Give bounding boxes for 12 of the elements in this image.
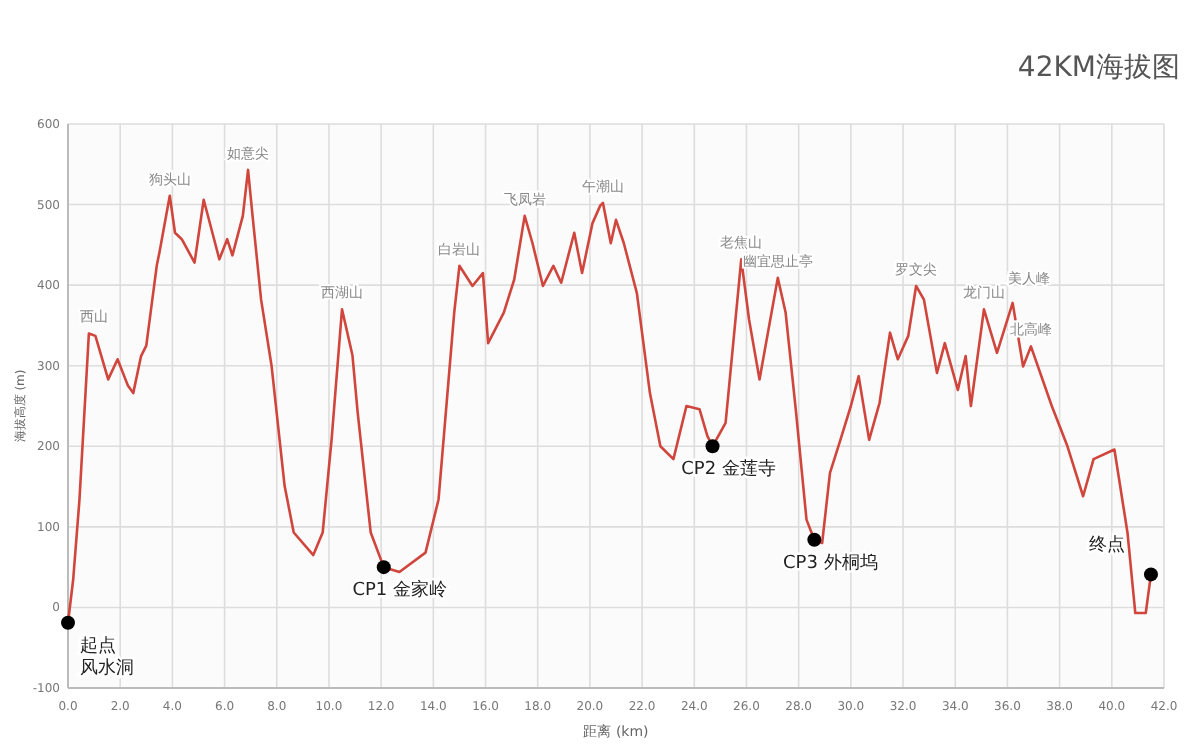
- annotation: 起点: [80, 634, 116, 657]
- point: [1143, 567, 1158, 582]
- annotation: CP3 外桐坞: [783, 551, 878, 574]
- chart-title: 42KM海拔图: [1017, 52, 1180, 84]
- annotation: 风水洞: [80, 656, 134, 679]
- annotation: CP1 金家岭: [352, 579, 448, 602]
- point: [705, 439, 720, 454]
- annotation: 终点: [1088, 534, 1125, 557]
- point: [807, 532, 822, 547]
- point: [61, 615, 75, 630]
- annotation: CP2 金莲寺: [681, 458, 776, 481]
- point: [376, 560, 391, 575]
